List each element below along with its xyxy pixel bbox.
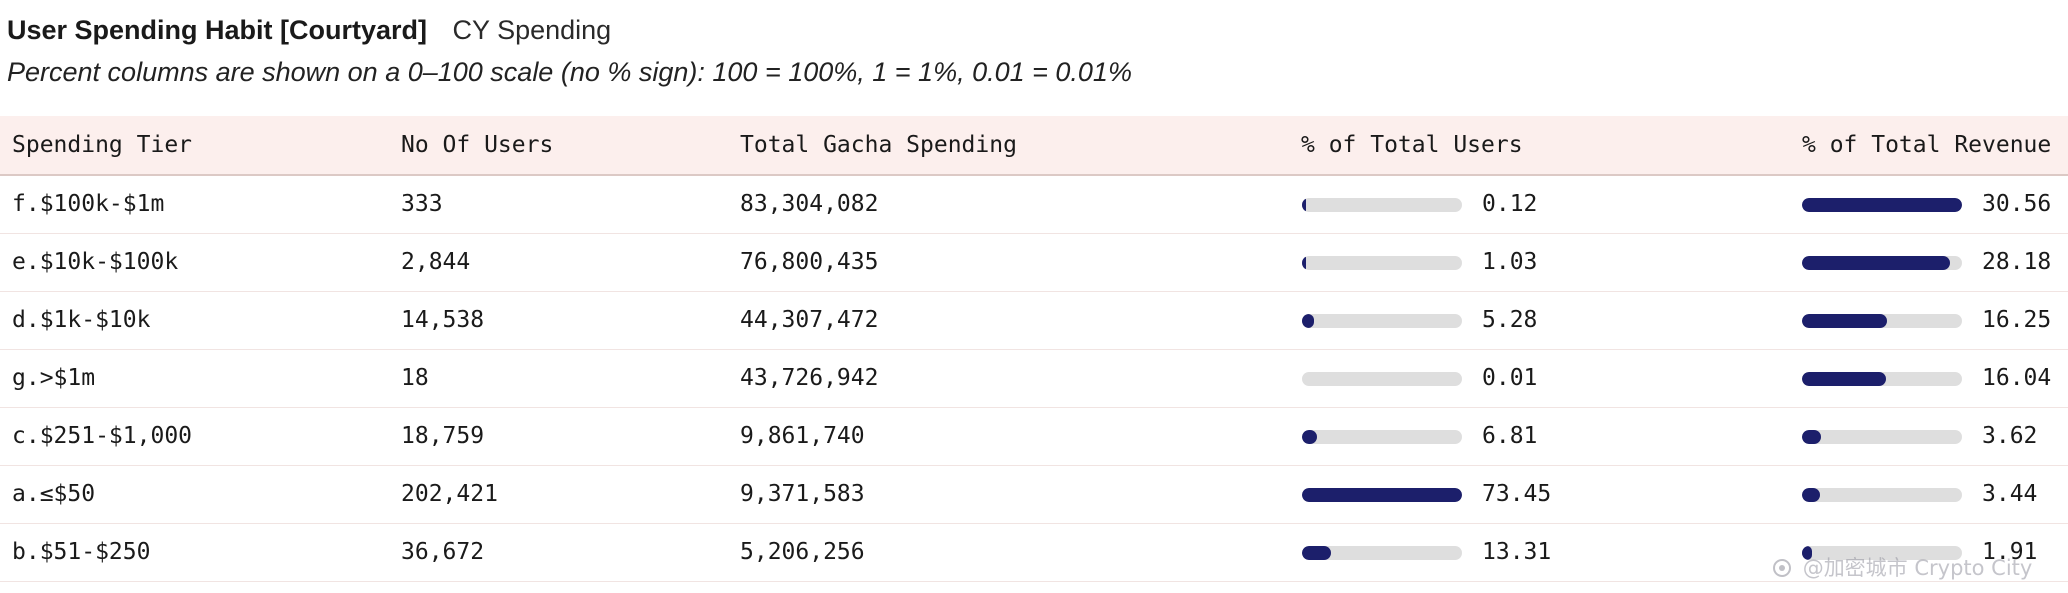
- pct-revenue-bar: [1802, 314, 1962, 328]
- cell-total-gacha-spending: 83,304,082: [740, 191, 879, 217]
- pct-users-bar: [1302, 256, 1462, 270]
- cell-pct-total-revenue: 1.91: [1982, 539, 2038, 565]
- cell-spending-tier: c.$251-$1,000: [12, 423, 193, 449]
- column-header-pct-revenue[interactable]: % of Total Revenue: [1802, 132, 2052, 158]
- pct-revenue-bar: [1802, 430, 1962, 444]
- pct-users-bar-fill: [1302, 546, 1331, 560]
- table-row[interactable]: b.$51-$250 36,672 5,206,256 13.31 1.91: [0, 524, 2068, 582]
- pct-revenue-bar: [1802, 372, 1962, 386]
- cell-total-gacha-spending: 43,726,942: [740, 365, 879, 391]
- cell-pct-total-revenue: 28.18: [1982, 249, 2052, 275]
- cell-pct-total-users: 13.31: [1482, 539, 1552, 565]
- pct-revenue-bar-fill: [1802, 488, 1820, 502]
- pct-revenue-bar: [1802, 546, 1962, 560]
- cell-total-gacha-spending: 5,206,256: [740, 539, 865, 565]
- cell-total-gacha-spending: 9,861,740: [740, 423, 865, 449]
- pct-revenue-bar-fill: [1802, 546, 1812, 560]
- cell-spending-tier: f.$100k-$1m: [12, 191, 165, 217]
- cell-pct-total-revenue: 16.04: [1982, 365, 2052, 391]
- column-header-pct-users[interactable]: % of Total Users: [1301, 132, 1523, 158]
- pct-revenue-bar: [1802, 198, 1962, 212]
- cell-spending-tier: e.$10k-$100k: [12, 249, 179, 275]
- table-header-row: Spending Tier No Of Users Total Gacha Sp…: [0, 116, 2068, 176]
- cell-no-of-users: 2,844: [401, 249, 471, 275]
- table-row[interactable]: f.$100k-$1m 333 83,304,082 0.12 30.56: [0, 176, 2068, 234]
- page-subtitle-tag: CY Spending: [452, 15, 612, 45]
- pct-users-bar-fill: [1302, 198, 1306, 212]
- pct-revenue-bar-fill: [1802, 198, 1962, 212]
- column-header-tier[interactable]: Spending Tier: [12, 132, 193, 158]
- cell-no-of-users: 36,672: [401, 539, 485, 565]
- pct-users-bar: [1302, 430, 1462, 444]
- pct-revenue-bar: [1802, 256, 1962, 270]
- pct-revenue-bar-fill: [1802, 314, 1888, 328]
- pct-revenue-bar-fill: [1802, 256, 1950, 270]
- cell-spending-tier: g.>$1m: [12, 365, 96, 391]
- title-line: User Spending Habit [Courtyard] CY Spend…: [7, 12, 1132, 48]
- cell-pct-total-revenue: 3.62: [1982, 423, 2038, 449]
- column-header-users[interactable]: No Of Users: [401, 132, 554, 158]
- cell-spending-tier: d.$1k-$10k: [12, 307, 151, 333]
- cell-no-of-users: 202,421: [401, 481, 498, 507]
- page-title: User Spending Habit [Courtyard]: [7, 15, 428, 45]
- table-row[interactable]: g.>$1m 18 43,726,942 0.01 16.04: [0, 350, 2068, 408]
- cell-total-gacha-spending: 9,371,583: [740, 481, 865, 507]
- spending-table: Spending Tier No Of Users Total Gacha Sp…: [0, 116, 2068, 582]
- cell-total-gacha-spending: 44,307,472: [740, 307, 879, 333]
- cell-pct-total-users: 0.12: [1482, 191, 1538, 217]
- pct-users-bar-fill: [1302, 488, 1462, 502]
- pct-users-bar-fill: [1302, 314, 1314, 328]
- cell-no-of-users: 18,759: [401, 423, 485, 449]
- column-header-spending[interactable]: Total Gacha Spending: [740, 132, 1017, 158]
- pct-revenue-bar: [1802, 488, 1962, 502]
- cell-pct-total-users: 0.01: [1482, 365, 1538, 391]
- table-row[interactable]: d.$1k-$10k 14,538 44,307,472 5.28 16.25: [0, 292, 2068, 350]
- cell-no-of-users: 18: [401, 365, 429, 391]
- table-row[interactable]: c.$251-$1,000 18,759 9,861,740 6.81 3.62: [0, 408, 2068, 466]
- cell-total-gacha-spending: 76,800,435: [740, 249, 879, 275]
- cell-pct-total-users: 73.45: [1482, 481, 1552, 507]
- cell-no-of-users: 333: [401, 191, 443, 217]
- cell-spending-tier: b.$51-$250: [12, 539, 151, 565]
- scale-note: Percent columns are shown on a 0–100 sca…: [7, 57, 1132, 87]
- report-header: User Spending Habit [Courtyard] CY Spend…: [7, 12, 1132, 90]
- table-row[interactable]: e.$10k-$100k 2,844 76,800,435 1.03 28.18: [0, 234, 2068, 292]
- cell-pct-total-users: 6.81: [1482, 423, 1538, 449]
- pct-users-bar-fill: [1302, 256, 1306, 270]
- cell-pct-total-users: 1.03: [1482, 249, 1538, 275]
- pct-users-bar: [1302, 314, 1462, 328]
- cell-pct-total-revenue: 30.56: [1982, 191, 2052, 217]
- cell-pct-total-revenue: 16.25: [1982, 307, 2052, 333]
- watermark-logo-icon: [1773, 559, 1791, 577]
- cell-pct-total-revenue: 3.44: [1982, 481, 2038, 507]
- pct-users-bar: [1302, 546, 1462, 560]
- pct-users-bar: [1302, 198, 1462, 212]
- watermark: @加密城市 Crypto City: [1772, 552, 2032, 582]
- pct-users-bar: [1302, 372, 1462, 386]
- pct-users-bar-fill: [1302, 430, 1317, 444]
- pct-revenue-bar-fill: [1802, 372, 1886, 386]
- cell-pct-total-users: 5.28: [1482, 307, 1538, 333]
- table-body: f.$100k-$1m 333 83,304,082 0.12 30.56 e.$10k-…: [0, 176, 2068, 582]
- pct-revenue-bar-fill: [1802, 430, 1821, 444]
- cell-spending-tier: a.≤$50: [12, 481, 96, 507]
- table-row[interactable]: a.≤$50 202,421 9,371,583 73.45 3.44: [0, 466, 2068, 524]
- pct-users-bar: [1302, 488, 1462, 502]
- cell-no-of-users: 14,538: [401, 307, 485, 333]
- watermark-text: @加密城市 Crypto City: [1802, 556, 2033, 580]
